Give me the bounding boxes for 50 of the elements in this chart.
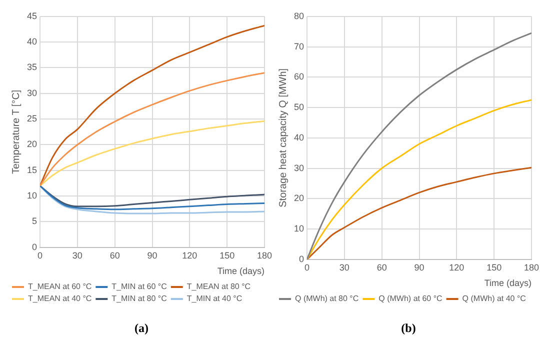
text: (a) <box>134 321 150 336</box>
x-tick-label: 150 <box>486 262 502 272</box>
line-series <box>40 72 264 187</box>
legend-label: T_MIN at 40 °C <box>186 294 242 304</box>
legend-label: T_MEAN at 60 °C <box>28 282 92 292</box>
y-tick-label: 20 <box>26 139 38 150</box>
x-axis-title: Time (days) <box>217 266 264 276</box>
y-tick-label: 25 <box>26 114 38 124</box>
y-tick-label: 60 <box>294 72 304 82</box>
y-tick-label: 10 <box>26 190 38 201</box>
legend-label: Q (MWh) at 80 °C <box>295 294 359 304</box>
legend-label: T_MIN at 60 °C <box>112 282 168 292</box>
x-tick-label: 180 <box>256 250 272 260</box>
y-tick-label: 40 <box>26 36 38 47</box>
y-tick-label: 15 <box>26 164 38 175</box>
y-tick-label: 20 <box>294 193 304 204</box>
legend-label: T_MIN at 80 °C <box>112 294 168 304</box>
legend-label: T_MEAN at 80 °C <box>186 282 251 292</box>
x-tick-label: 60 <box>376 262 387 272</box>
y-tick-label: 45 <box>26 10 38 21</box>
y-tick-label: 70 <box>294 41 304 52</box>
y-tick-label: 0 <box>32 242 38 252</box>
y-tick-label: 40 <box>294 132 304 142</box>
x-tick-label: 90 <box>414 262 424 272</box>
x-tick-label: 90 <box>147 250 158 260</box>
y-tick-label: 5 <box>32 216 38 226</box>
y-tick-label: 10 <box>294 224 304 234</box>
text: (b) <box>400 321 417 336</box>
line-series <box>307 32 532 260</box>
line-series <box>40 120 264 187</box>
x-tick-label: 60 <box>110 250 120 260</box>
y-axis-title: Storage heat capacity Q [MWh] <box>278 68 289 208</box>
x-tick-label: 120 <box>449 262 464 272</box>
y-tick-label: 50 <box>294 102 304 112</box>
y-tick-label: 30 <box>26 88 38 98</box>
line-series <box>307 99 532 260</box>
y-tick-label: 30 <box>294 162 304 173</box>
x-tick-label: 120 <box>182 250 198 260</box>
legend-label: Q (MWh) at 60 °C <box>378 294 443 304</box>
y-tick-label: 35 <box>26 62 38 72</box>
line-series <box>307 166 532 260</box>
x-tick-label: 30 <box>339 262 350 272</box>
x-axis-title: Time (days) <box>484 278 532 288</box>
x-tick-label: 30 <box>72 250 82 260</box>
y-axis-title: Temperature T [°C] <box>10 90 22 174</box>
legend-label: Q (MWh) at 40 °C <box>462 294 526 304</box>
y-tick-label: 80 <box>294 10 304 21</box>
x-tick-label: 150 <box>220 250 235 260</box>
legend-label: T_MEAN at 40 °C <box>28 294 92 304</box>
x-tick-label: 180 <box>524 262 540 272</box>
